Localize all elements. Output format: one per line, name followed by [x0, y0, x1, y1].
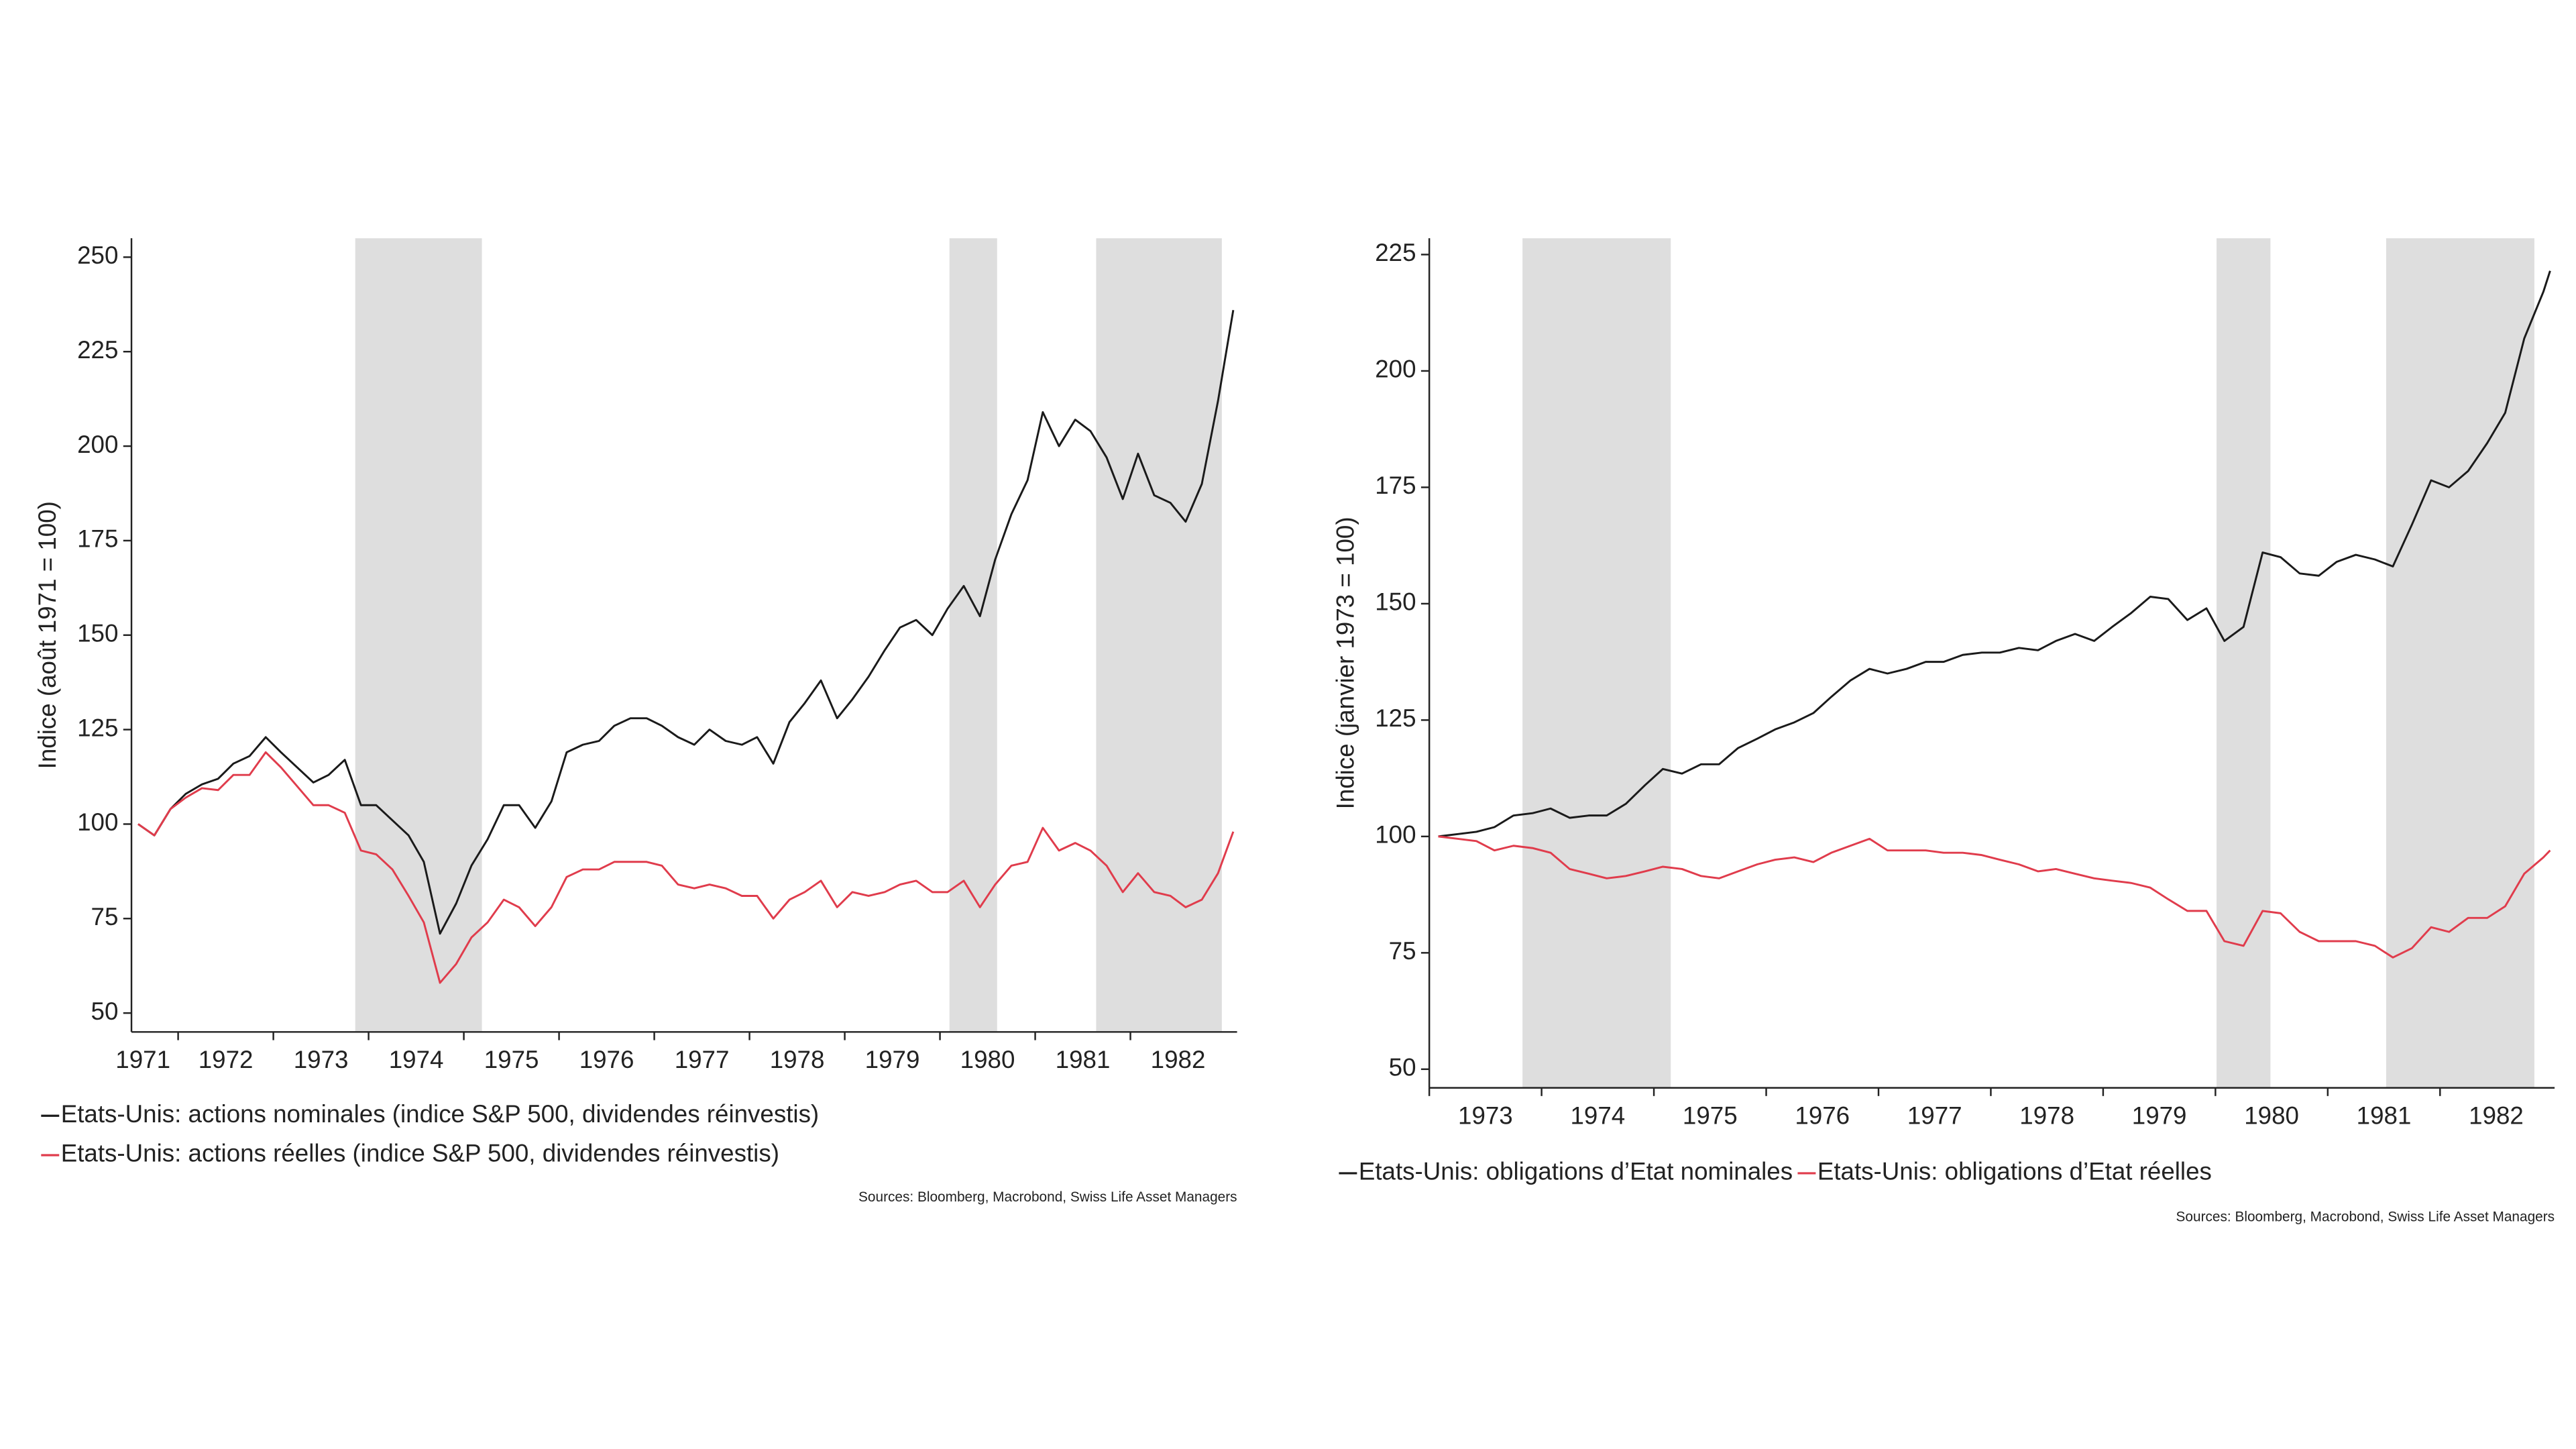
x-tick-label: 1979: [2132, 1102, 2187, 1129]
x-tick-label: 1973: [1458, 1102, 1513, 1129]
x-tick-label: 1971: [115, 1046, 170, 1073]
x-tick-label: 1979: [865, 1046, 920, 1073]
series-line: [1438, 270, 2551, 838]
y-tick-label: 50: [91, 998, 119, 1025]
x-tick-label: 1974: [389, 1046, 444, 1073]
y-tick-label: 150: [77, 619, 118, 647]
recession-band: [1522, 238, 1671, 1088]
x-tick-label: 1972: [199, 1046, 254, 1073]
x-tick-label: 1978: [2019, 1102, 2074, 1129]
y-tick-label: 225: [77, 336, 118, 364]
x-tick-label: 1975: [484, 1046, 539, 1073]
x-tick-label: 1975: [1683, 1102, 1738, 1129]
source-note: Sources: Bloomberg, Macrobond, Swiss Lif…: [858, 1189, 1237, 1205]
y-tick-label: 125: [1375, 704, 1416, 732]
y-tick-label: 225: [1375, 239, 1416, 266]
series-line: [137, 751, 1235, 984]
x-tick-label: 1974: [1570, 1102, 1625, 1129]
y-tick-label: 125: [77, 714, 118, 741]
y-tick-label: 75: [91, 903, 119, 930]
y-tick-label: 50: [1389, 1054, 1416, 1081]
series-line: [137, 309, 1235, 935]
x-tick-label: 1981: [2357, 1102, 2412, 1129]
x-tick-label: 1977: [1907, 1102, 1962, 1129]
y-tick-label: 250: [77, 241, 118, 269]
recession-band: [355, 238, 482, 1032]
y-tick-label: 100: [1375, 821, 1416, 849]
x-tick-label: 1976: [579, 1046, 634, 1073]
series-line: [1438, 835, 2551, 959]
legend-label: Etats-Unis: obligations d’Etat réelles: [1817, 1158, 2212, 1185]
y-tick-label: 200: [77, 431, 118, 458]
y-tick-label: 175: [77, 525, 118, 553]
y-tick-label: 200: [1375, 356, 1416, 383]
source-note: Sources: Bloomberg, Macrobond, Swiss Lif…: [2176, 1210, 2555, 1225]
x-tick-label: 1980: [960, 1046, 1015, 1073]
x-tick-label: 1973: [294, 1046, 349, 1073]
recession-band: [1096, 238, 1222, 1032]
recession-band: [2386, 238, 2534, 1088]
y-axis-title: Indice (août 1971 = 100): [34, 501, 61, 769]
x-tick-label: 1982: [2469, 1102, 2524, 1129]
recession-band: [949, 238, 997, 1032]
x-tick-label: 1981: [1056, 1046, 1111, 1073]
y-tick-label: 175: [1375, 472, 1416, 499]
legend-label: Etats-Unis: actions nominales (indice S&…: [61, 1100, 819, 1128]
x-tick-label: 1976: [1795, 1102, 1850, 1129]
x-tick-label: 1977: [675, 1046, 730, 1073]
y-axis-title: Indice (janvier 1973 = 100): [1331, 517, 1359, 809]
recession-band: [2217, 238, 2271, 1088]
y-tick-label: 150: [1375, 588, 1416, 616]
legend-label: Etats-Unis: actions réelles (indice S&P …: [61, 1140, 779, 1167]
x-tick-label: 1978: [770, 1046, 825, 1073]
legend-label: Etats-Unis: obligations d’Etat nominales: [1359, 1158, 1793, 1185]
y-tick-label: 75: [1389, 937, 1416, 965]
x-tick-label: 1982: [1151, 1046, 1206, 1073]
x-tick-label: 1980: [2244, 1102, 2299, 1129]
y-tick-label: 100: [77, 808, 118, 836]
